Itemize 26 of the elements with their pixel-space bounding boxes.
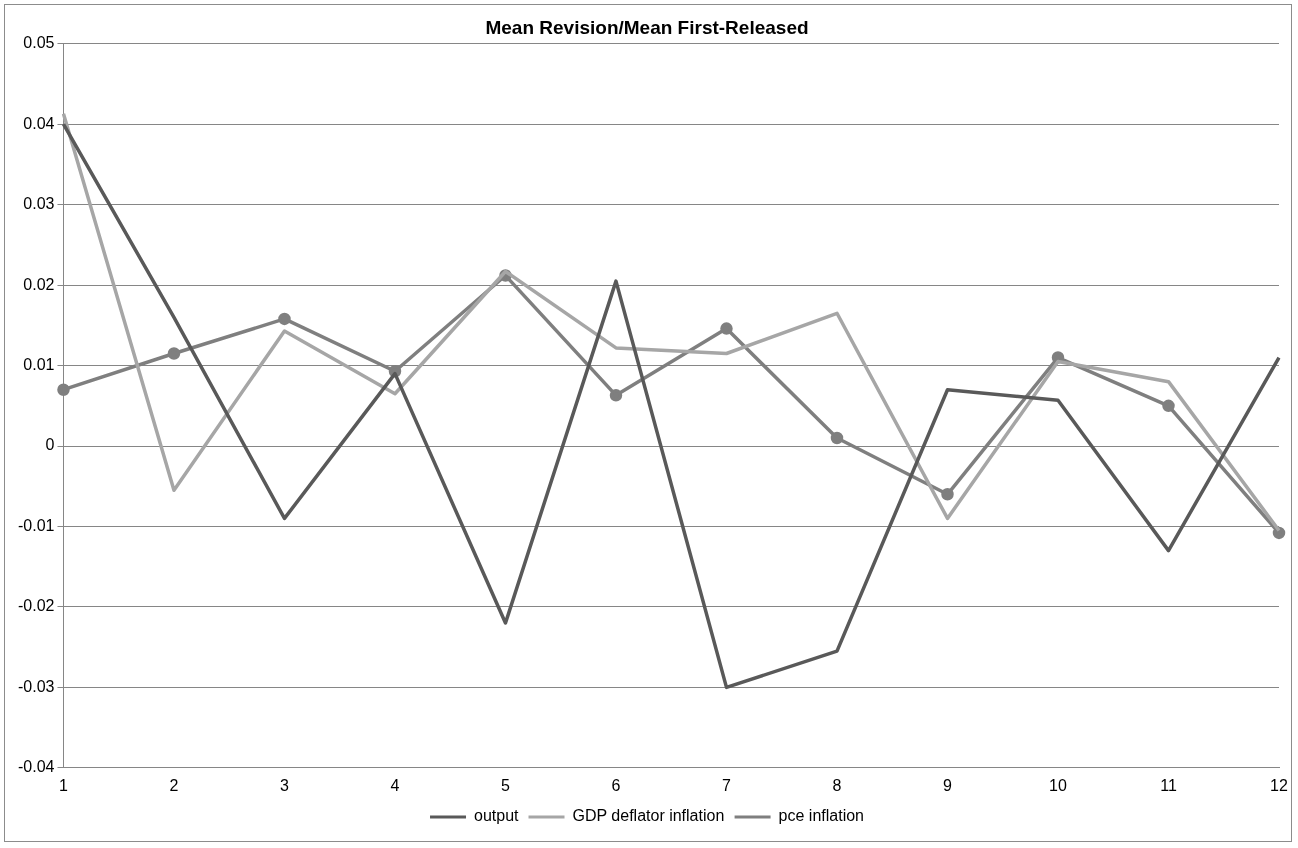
x-tick-label: 12 [1270, 776, 1288, 794]
y-tick-label: -0.04 [18, 758, 55, 776]
x-tick-label: 3 [280, 776, 290, 794]
legend-label: pce inflation [778, 807, 864, 825]
y-tick-label: 0 [45, 436, 55, 454]
chart-title: Mean Revision/Mean First-Released [485, 16, 809, 38]
y-tick-label: -0.01 [18, 516, 55, 534]
y-tick-label: 0.04 [23, 114, 55, 132]
x-tick-label: 8 [832, 776, 842, 794]
y-tick-label: 0.03 [23, 195, 55, 213]
y-tick-label: 0.05 [23, 34, 55, 52]
x-tick-label: 7 [722, 776, 732, 794]
y-tick-label: -0.03 [18, 677, 55, 695]
x-tick-label: 5 [501, 776, 511, 794]
x-tick-label: 9 [943, 776, 953, 794]
x-tick-label: 11 [1160, 776, 1177, 794]
y-tick-label: 0.02 [23, 275, 55, 293]
y-tick-label: 0.01 [23, 355, 55, 373]
x-tick-label: 4 [390, 776, 400, 794]
legend-label: GDP deflator inflation [572, 807, 725, 825]
x-tick-label: 10 [1049, 776, 1067, 794]
legend-label: output [474, 807, 520, 825]
x-tick-label: 2 [169, 776, 179, 794]
y-tick-label: -0.02 [18, 597, 55, 615]
x-tick-label: 6 [611, 776, 621, 794]
x-tick-label: 1 [59, 776, 69, 794]
